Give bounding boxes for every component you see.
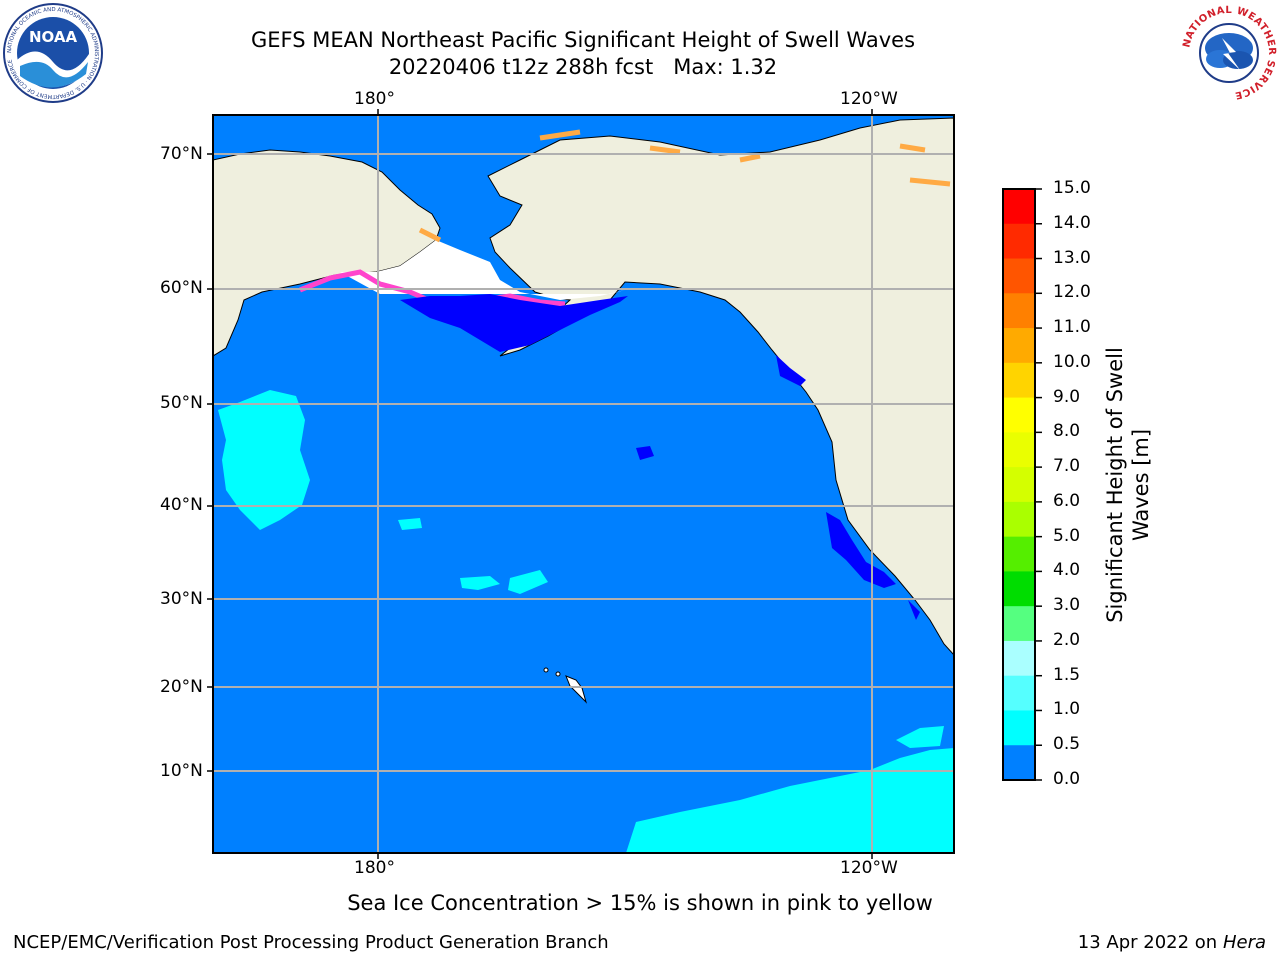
colorbar-label-line2: Waves [m] — [1129, 428, 1153, 542]
lat-tick-label: 30°N — [160, 589, 203, 609]
land-siberia — [213, 115, 441, 357]
nws-logo-icon: NATIONAL WEATHER SERVICE — [1180, 4, 1278, 102]
colorbar — [1002, 188, 1042, 781]
colorbar-swatch — [1003, 675, 1035, 711]
map-frame — [212, 114, 955, 854]
lat-tick-label: 20°N — [160, 677, 203, 697]
colorbar-swatch — [1003, 362, 1035, 399]
colorbar-tick-label: 4.0 — [1053, 560, 1081, 581]
colorbar-tick-label: 6.0 — [1053, 490, 1081, 511]
colorbar-label-line1: Significant Height of Swell — [1103, 347, 1127, 623]
colorbar-swatch — [1003, 432, 1035, 468]
colorbar-tick-label: 8.0 — [1053, 421, 1081, 442]
sea-ice-coast-orange — [418, 129, 951, 243]
colorbar-swatch — [1003, 258, 1035, 294]
forecast-subtitle: 20220406 t12z 288h fcst Max: 1.32 — [388, 55, 778, 79]
colorbar-tick-label: 0.0 — [1053, 769, 1081, 789]
page-title: GEFS MEAN Northeast Pacific Significant … — [250, 28, 916, 52]
colorbar-tick-label: 0.5 — [1053, 734, 1081, 755]
lat-tick-label: 10°N — [160, 761, 203, 781]
colorbar-tick-label: 15.0 — [1053, 178, 1091, 198]
colorbar-tick-label: 2.0 — [1053, 629, 1081, 650]
colorbar-tick-label: 3.0 — [1053, 595, 1081, 616]
colorbar-tick-label: 14.0 — [1053, 212, 1091, 233]
sea-ice-region — [340, 240, 625, 300]
colorbar-swatch — [1003, 223, 1035, 260]
lat-tick-label: 40°N — [160, 495, 203, 515]
colorbar-tick-label: 9.0 — [1053, 386, 1081, 407]
footer-date: 13 Apr 2022 on Hera — [1077, 932, 1266, 953]
noaa-wordmark: NOAA — [29, 28, 78, 46]
lon-tick-label-bottom: 180° — [354, 858, 395, 878]
colorbar-swatch — [1003, 397, 1035, 433]
colorbar-swatch — [1003, 189, 1035, 225]
colorbar-swatch — [1003, 640, 1035, 677]
colorbar-swatch — [1003, 606, 1035, 642]
colorbar-tick-label: 11.0 — [1053, 317, 1091, 338]
colorbar-tick-label: 7.0 — [1053, 456, 1081, 477]
colorbar-swatch — [1003, 536, 1035, 572]
colorbar-swatch — [1003, 328, 1035, 364]
sea-ice-caption: Sea Ice Concentration > 15% is shown in … — [347, 891, 933, 915]
lon-tick-label-bottom: 120°W — [840, 858, 898, 878]
lat-tick-label: 50°N — [160, 393, 203, 413]
lat-tick-label: 60°N — [160, 278, 203, 298]
footer-host: Hera — [1222, 932, 1266, 953]
footer-branch: NCEP/EMC/Verification Post Processing Pr… — [13, 932, 609, 953]
colorbar-tick-label: 12.0 — [1053, 282, 1091, 303]
colorbar-tick-label: 13.0 — [1053, 247, 1091, 268]
colorbar-swatch — [1003, 501, 1035, 538]
colorbar-swatch — [1003, 571, 1035, 607]
colorbar-swatch — [1003, 745, 1035, 781]
lon-tick-label-top: 180° — [354, 89, 395, 109]
colorbar-tick-label: 1.5 — [1053, 664, 1081, 685]
low-swell-gulf — [400, 294, 628, 352]
colorbar-tick-label: 1.0 — [1053, 699, 1081, 720]
lat-tick-label: 70°N — [160, 144, 203, 164]
colorbar-swatch — [1003, 710, 1035, 746]
colorbar-tick-label: 5.0 — [1053, 525, 1081, 546]
colorbar-tick-label: 10.0 — [1053, 351, 1091, 372]
noaa-logo-icon: NATIONAL OCEANIC AND ATMOSPHERIC ADMINIS… — [3, 3, 103, 103]
colorbar-swatch — [1003, 293, 1035, 329]
swell-patch-west — [218, 390, 310, 530]
lon-tick-label-top: 120°W — [840, 89, 898, 109]
map-gridlines — [213, 115, 954, 853]
colorbar-swatch — [1003, 467, 1035, 503]
